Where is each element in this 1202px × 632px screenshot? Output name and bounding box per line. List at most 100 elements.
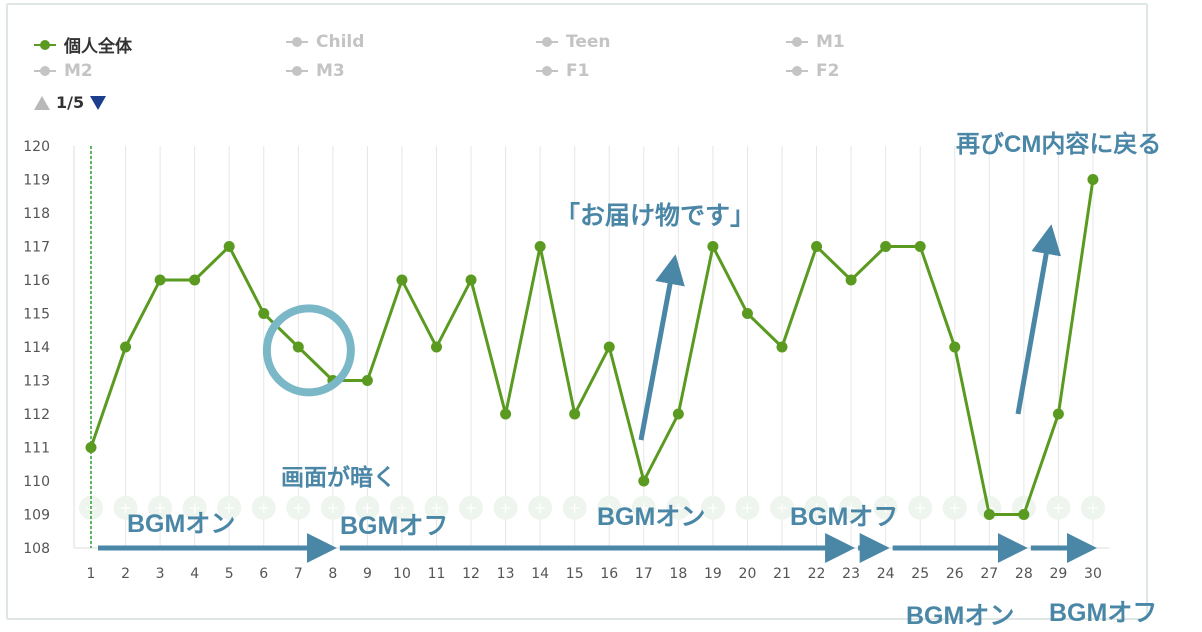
data-point	[85, 442, 97, 453]
data-point	[189, 274, 201, 286]
rise-arrow	[638, 254, 685, 441]
background-marker-plus: +	[534, 499, 547, 517]
x-tick-label: 25	[911, 566, 929, 582]
legend-label: M1	[816, 32, 845, 52]
data-point	[361, 375, 373, 386]
data-point	[776, 341, 788, 353]
legend-marker-icon	[786, 65, 808, 77]
x-tick-label: 16	[600, 566, 618, 582]
background-marker-plus: +	[845, 499, 858, 517]
y-tick-label: 116	[23, 273, 50, 289]
data-point	[120, 341, 132, 353]
background-marker-plus: +	[914, 499, 927, 517]
data-point	[845, 274, 857, 286]
page-down-icon[interactable]	[90, 95, 107, 110]
legend-marker-icon	[286, 36, 308, 48]
background-marker	[1046, 495, 1071, 520]
legend-label: Teen	[566, 32, 611, 52]
data-point	[1052, 408, 1064, 420]
background-marker	[597, 495, 622, 520]
data-point	[1087, 174, 1099, 185]
annotation-screen-darkens: 画面が暗く	[281, 464, 396, 490]
x-tick-label: 1	[87, 566, 96, 582]
annotation-bgm-off-2: BGMオフ	[790, 503, 899, 531]
data-point	[672, 408, 684, 420]
background-marker	[251, 495, 276, 520]
data-point	[223, 241, 235, 252]
data-point	[811, 241, 823, 252]
background-marker-plus: +	[327, 499, 340, 517]
x-tick-label: 23	[842, 566, 860, 582]
background-marker-plus: +	[430, 499, 443, 517]
background-marker-plus: +	[1052, 499, 1065, 517]
x-tick-label: 29	[1049, 566, 1067, 582]
legend-item-individual-all[interactable]: 個人全体	[34, 32, 132, 57]
background-marker-plus: +	[223, 499, 236, 517]
series-line	[89, 179, 1095, 516]
background-marker	[666, 495, 691, 520]
background-marker	[908, 495, 933, 520]
background-marker	[355, 495, 380, 520]
legend-item-m3[interactable]: M3	[286, 61, 345, 81]
background-marker	[217, 495, 242, 520]
background-marker-plus: +	[465, 499, 478, 517]
legend-item-m2[interactable]: M2	[34, 61, 93, 81]
background-marker	[700, 495, 725, 520]
legend-item-f2[interactable]: F2	[786, 61, 839, 81]
data-point	[465, 274, 477, 286]
legend-item-teen[interactable]: Teen	[536, 32, 611, 52]
rise-arrow	[1015, 224, 1061, 415]
x-tick-label: 18	[669, 566, 687, 582]
background-marker-plus: +	[188, 499, 201, 517]
y-tick-label: 112	[23, 407, 50, 423]
legend-label: F1	[566, 61, 590, 81]
x-tick-label: 12	[462, 566, 480, 582]
y-tick-label: 109	[23, 508, 50, 524]
background-marker	[735, 495, 760, 520]
x-tick-label: 5	[225, 566, 234, 582]
background-marker-plus: +	[396, 499, 409, 517]
x-tick-label: 20	[739, 566, 757, 582]
annotation-bgm-on-1: BGMオン	[127, 510, 236, 538]
data-point	[949, 341, 961, 353]
background-marker-plus: +	[879, 499, 892, 517]
x-tick-label: 21	[773, 566, 791, 582]
data-point	[741, 308, 753, 319]
background-marker	[493, 495, 518, 520]
legend-item-f1[interactable]: F1	[536, 61, 589, 81]
background-marker-plus: +	[499, 499, 512, 517]
background-marker-plus: +	[603, 499, 616, 517]
data-point	[983, 509, 995, 520]
legend-marker-icon	[34, 39, 56, 51]
data-point	[534, 241, 546, 252]
x-tick-label: 7	[294, 566, 303, 582]
background-marker	[839, 495, 864, 520]
background-marker-plus: +	[776, 499, 789, 517]
legend-item-m1[interactable]: M1	[786, 32, 845, 52]
background-marker-plus: +	[1087, 499, 1100, 517]
legend-item-child[interactable]: Child	[286, 32, 364, 52]
page-up-icon[interactable]	[34, 95, 50, 110]
chart-frame	[6, 3, 1148, 620]
background-marker	[113, 495, 138, 520]
data-point	[1018, 509, 1030, 520]
annotation-bgm-off-3: BGMオフ	[1049, 599, 1158, 627]
background-marker	[389, 495, 414, 520]
data-point	[396, 274, 408, 286]
background-marker	[873, 495, 898, 520]
data-point	[154, 274, 166, 286]
x-tick-label: 6	[259, 566, 268, 582]
data-point	[258, 308, 270, 319]
x-tick-label: 17	[635, 566, 653, 582]
data-point	[431, 341, 442, 353]
background-marker	[562, 495, 587, 520]
background-marker	[804, 495, 829, 520]
background-marker	[320, 495, 345, 520]
legend-marker-icon	[536, 65, 558, 77]
page-indicator: 1/5	[56, 93, 85, 112]
x-tick-label: 28	[1015, 566, 1033, 582]
highlight-circle	[262, 304, 355, 397]
x-tick-label: 14	[531, 566, 549, 582]
background-marker	[182, 495, 207, 520]
